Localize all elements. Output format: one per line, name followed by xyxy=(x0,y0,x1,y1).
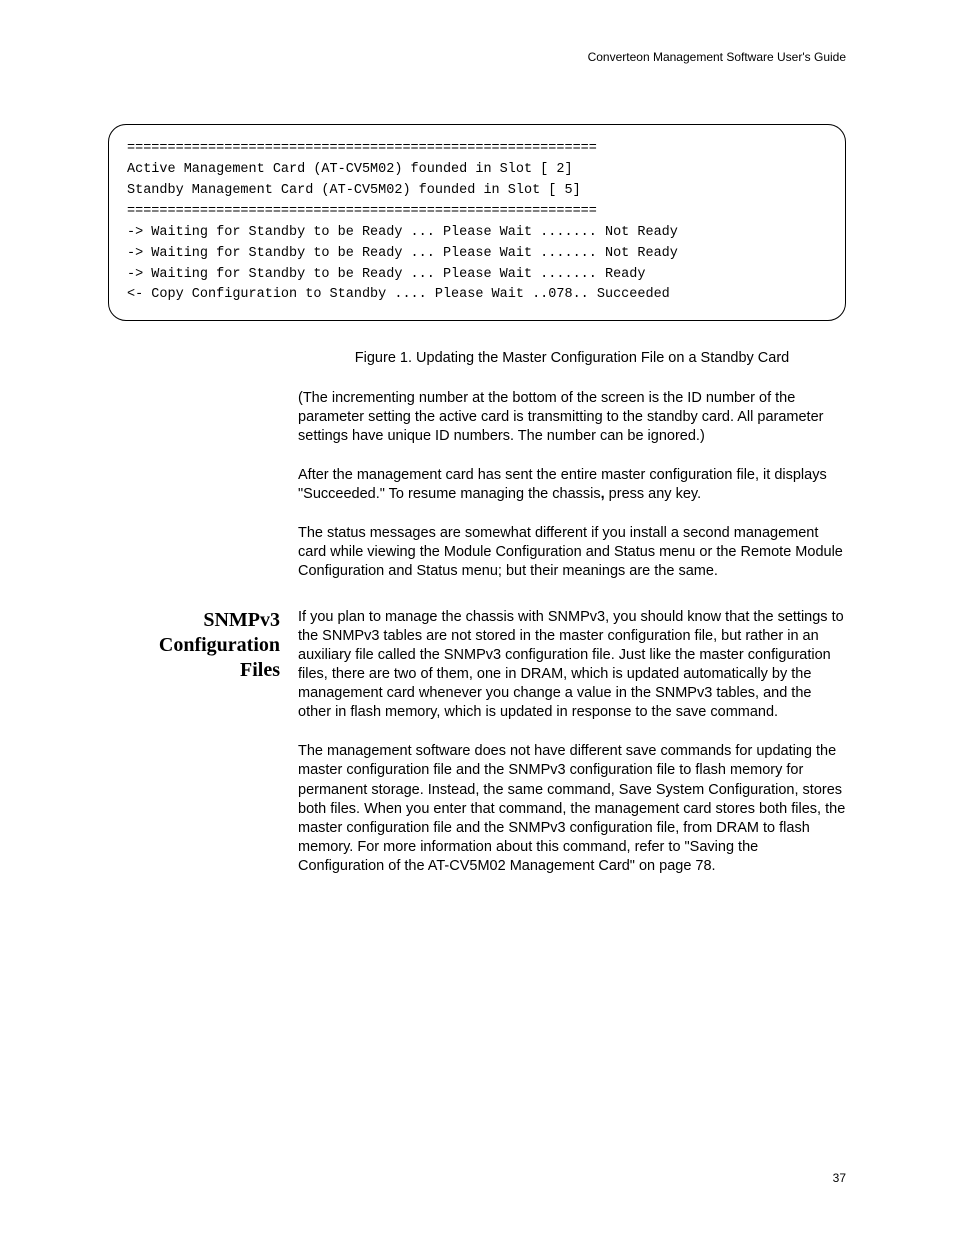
heading-line: Files xyxy=(240,659,280,681)
terminal-line: ========================================… xyxy=(127,141,597,156)
terminal-line: -> Waiting for Standby to be Ready ... P… xyxy=(127,246,678,261)
page-number: 37 xyxy=(833,1171,846,1185)
terminal-line: -> Waiting for Standby to be Ready ... P… xyxy=(127,225,678,240)
terminal-line: Active Management Card (AT-CV5M02) found… xyxy=(127,162,573,177)
terminal-line: -> Waiting for Standby to be Ready ... P… xyxy=(127,267,645,282)
body-paragraph: The status messages are somewhat differe… xyxy=(298,524,846,581)
body-text: After the management card has sent the e… xyxy=(298,467,827,502)
body-text: press any key. xyxy=(605,486,701,502)
body-paragraph: After the management card has sent the e… xyxy=(298,466,846,504)
body-paragraph: If you plan to manage the chassis with S… xyxy=(298,608,846,723)
terminal-line: Standby Management Card (AT-CV5M02) foun… xyxy=(127,183,581,198)
terminal-line: ========================================… xyxy=(127,204,597,219)
top-text-col: (The incrementing number at the bottom o… xyxy=(298,389,846,602)
section-heading-col: SNMPv3 Configuration Files xyxy=(108,608,298,683)
section-text-col: If you plan to manage the chassis with S… xyxy=(298,608,846,897)
section-heading: SNMPv3 Configuration Files xyxy=(108,608,280,683)
figure-caption: Figure 1. Updating the Master Configurat… xyxy=(298,349,846,368)
terminal-output-box: ========================================… xyxy=(108,124,846,321)
section-row: SNMPv3 Configuration Files If you plan t… xyxy=(108,608,846,897)
page-header: Converteon Management Software User's Gu… xyxy=(108,50,846,64)
terminal-line: <- Copy Configuration to Standby .... Pl… xyxy=(127,287,670,302)
top-paragraphs-row: (The incrementing number at the bottom o… xyxy=(108,389,846,602)
body-paragraph: (The incrementing number at the bottom o… xyxy=(298,389,846,446)
doc-title: Converteon Management Software User's Gu… xyxy=(588,50,846,64)
heading-line: Configuration xyxy=(159,634,280,656)
body-paragraph: The management software does not have di… xyxy=(298,742,846,876)
figure-caption-col: Figure 1. Updating the Master Configurat… xyxy=(298,349,846,388)
heading-line: SNMPv3 xyxy=(203,609,280,631)
figure-row: Figure 1. Updating the Master Configurat… xyxy=(108,349,846,388)
document-page: Converteon Management Software User's Gu… xyxy=(0,0,954,896)
